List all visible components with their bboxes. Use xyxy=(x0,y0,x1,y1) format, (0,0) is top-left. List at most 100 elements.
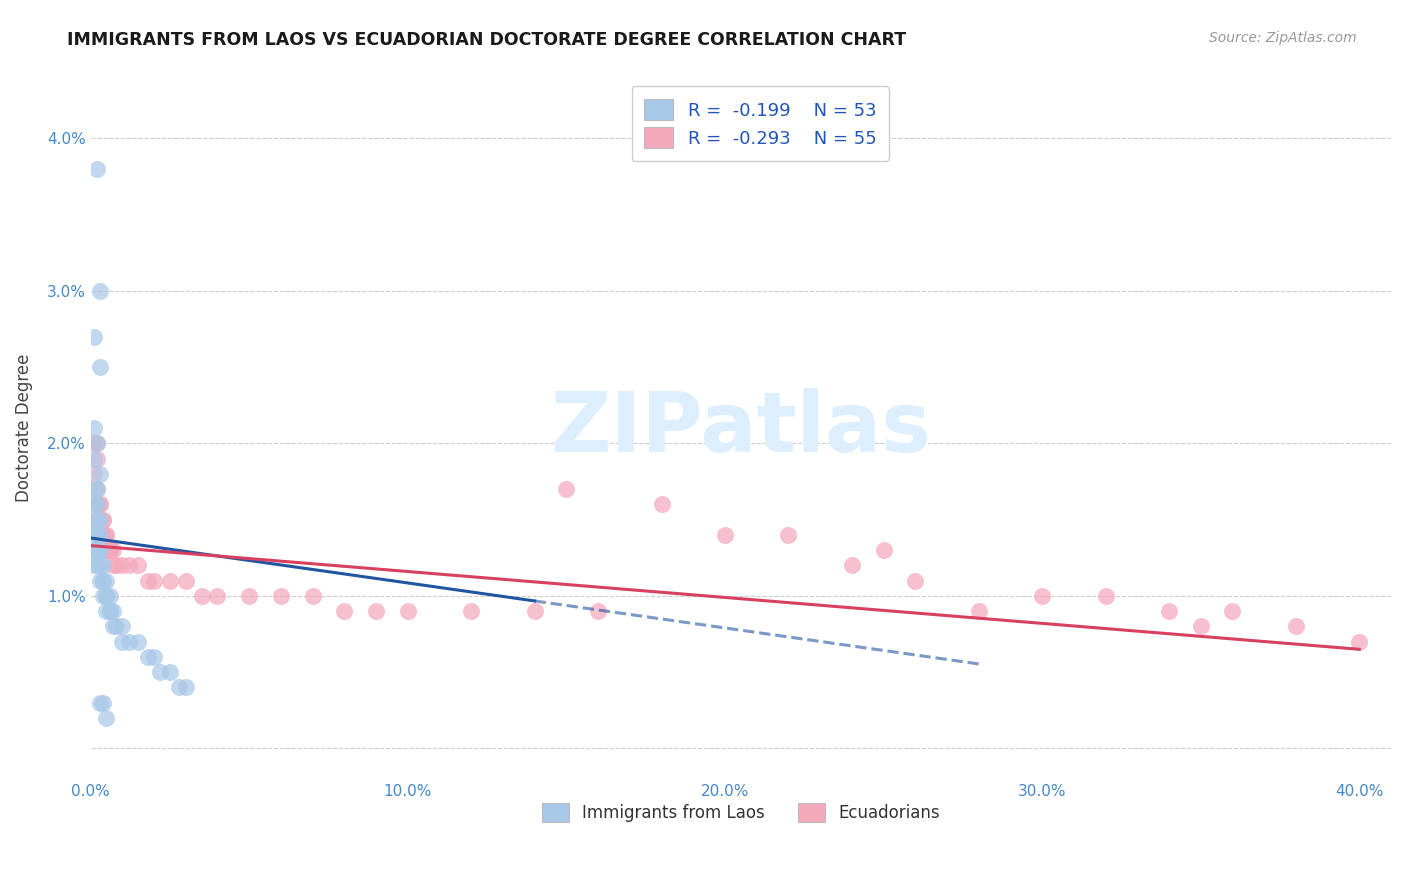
Point xyxy=(143,649,166,664)
Point xyxy=(96,528,118,542)
Point xyxy=(238,589,260,603)
Point xyxy=(127,558,149,573)
Point xyxy=(83,482,105,496)
Point xyxy=(86,558,108,573)
Point xyxy=(86,451,108,466)
Point xyxy=(98,604,121,618)
Point xyxy=(1157,604,1180,618)
Point xyxy=(83,451,105,466)
Point xyxy=(207,589,229,603)
Point xyxy=(89,360,111,375)
Text: IMMIGRANTS FROM LAOS VS ECUADORIAN DOCTORATE DEGREE CORRELATION CHART: IMMIGRANTS FROM LAOS VS ECUADORIAN DOCTO… xyxy=(67,31,907,49)
Point xyxy=(86,436,108,450)
Point xyxy=(91,574,114,588)
Point xyxy=(89,498,111,512)
Y-axis label: Doctorate Degree: Doctorate Degree xyxy=(15,354,32,502)
Point xyxy=(149,665,172,680)
Point xyxy=(523,604,546,618)
Point xyxy=(96,604,118,618)
Point xyxy=(89,513,111,527)
Point xyxy=(98,543,121,558)
Point xyxy=(1348,634,1371,648)
Point xyxy=(83,558,105,573)
Point xyxy=(89,467,111,481)
Point xyxy=(333,604,356,618)
Point xyxy=(86,543,108,558)
Point xyxy=(714,528,737,542)
Point xyxy=(904,574,927,588)
Point xyxy=(841,558,863,573)
Text: Source: ZipAtlas.com: Source: ZipAtlas.com xyxy=(1209,31,1357,45)
Point xyxy=(89,498,111,512)
Point xyxy=(555,482,578,496)
Point xyxy=(86,498,108,512)
Point xyxy=(83,543,105,558)
Point xyxy=(650,498,672,512)
Point xyxy=(778,528,800,542)
Point xyxy=(86,528,108,542)
Point xyxy=(98,543,121,558)
Point xyxy=(89,528,111,542)
Point xyxy=(460,604,482,618)
Point xyxy=(96,574,118,588)
Point xyxy=(364,604,387,618)
Point xyxy=(396,604,419,618)
Point xyxy=(190,589,212,603)
Point xyxy=(136,574,159,588)
Point xyxy=(1189,619,1212,633)
Point xyxy=(86,436,108,450)
Point xyxy=(967,604,990,618)
Point xyxy=(86,482,108,496)
Point xyxy=(118,558,141,573)
Point xyxy=(136,649,159,664)
Point xyxy=(83,329,105,343)
Point xyxy=(86,161,108,176)
Point xyxy=(91,558,114,573)
Point xyxy=(89,574,111,588)
Point xyxy=(83,498,105,512)
Text: ZIPatlas: ZIPatlas xyxy=(550,388,931,468)
Point xyxy=(96,711,118,725)
Point xyxy=(86,513,108,527)
Point xyxy=(1285,619,1308,633)
Point xyxy=(91,513,114,527)
Point xyxy=(96,589,118,603)
Point xyxy=(1094,589,1116,603)
Point xyxy=(96,543,118,558)
Point xyxy=(83,513,105,527)
Point xyxy=(101,558,124,573)
Point xyxy=(91,696,114,710)
Point xyxy=(98,589,121,603)
Point xyxy=(86,543,108,558)
Point xyxy=(91,589,114,603)
Point xyxy=(105,558,128,573)
Point xyxy=(89,558,111,573)
Point xyxy=(83,528,105,542)
Point xyxy=(159,665,181,680)
Point xyxy=(98,604,121,618)
Point xyxy=(143,574,166,588)
Point xyxy=(872,543,894,558)
Point xyxy=(101,543,124,558)
Point xyxy=(118,634,141,648)
Point xyxy=(174,574,197,588)
Point xyxy=(89,696,111,710)
Point xyxy=(96,589,118,603)
Point xyxy=(127,634,149,648)
Point xyxy=(86,498,108,512)
Point xyxy=(101,619,124,633)
Point xyxy=(270,589,292,603)
Point xyxy=(86,482,108,496)
Point xyxy=(159,574,181,588)
Point xyxy=(111,634,134,648)
Point xyxy=(169,681,191,695)
Point xyxy=(301,589,323,603)
Point xyxy=(91,574,114,588)
Point xyxy=(98,543,121,558)
Point xyxy=(89,513,111,527)
Point xyxy=(83,467,105,481)
Point xyxy=(89,543,111,558)
Point xyxy=(83,436,105,450)
Legend: Immigrants from Laos, Ecuadorians: Immigrants from Laos, Ecuadorians xyxy=(530,791,952,834)
Point xyxy=(89,284,111,298)
